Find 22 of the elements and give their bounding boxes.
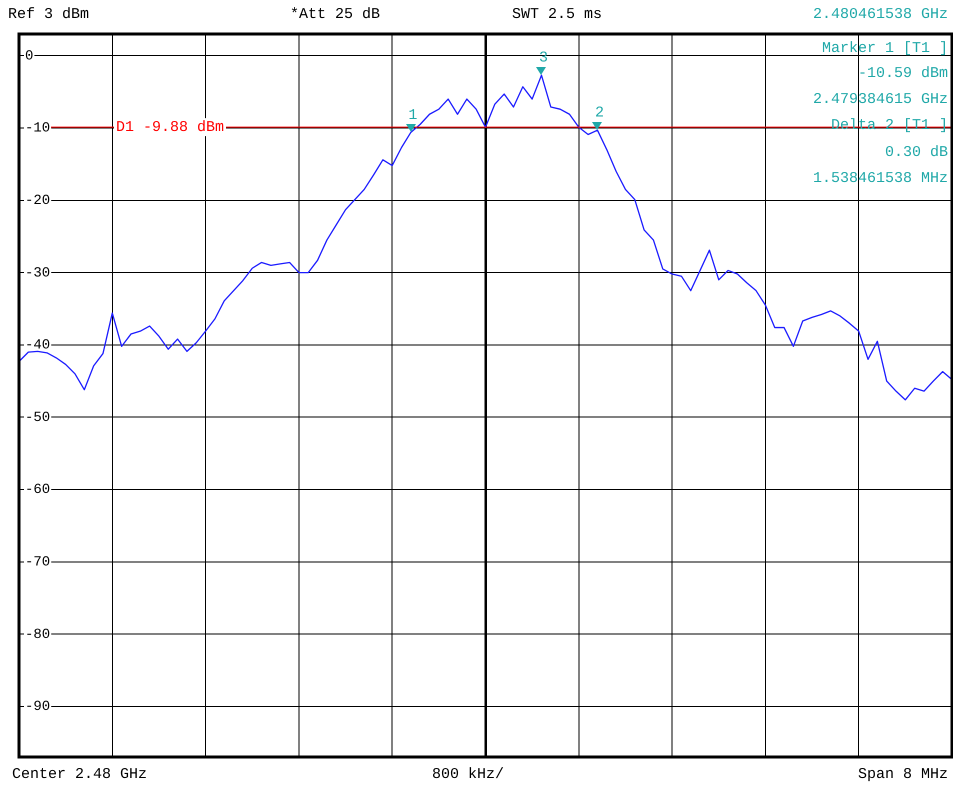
text: Ref 3 dBm — [8, 6, 90, 24]
text: SWT 2.5 ms — [512, 6, 602, 24]
y-tick-label: 0 — [25, 48, 34, 64]
y-tick-label: -50 — [25, 410, 50, 426]
y-tick-label: -70 — [25, 554, 50, 570]
text: *Att 25 dB — [290, 6, 380, 24]
y-tick-label: -60 — [25, 482, 50, 498]
annotation: -10.59 dBm — [858, 65, 948, 83]
y-tick-label: -90 — [25, 699, 50, 716]
text: Span 8 MHz — [858, 766, 948, 784]
text: 800 kHz/ — [432, 766, 504, 784]
y-tick-label: -80 — [25, 626, 50, 643]
annotation: 1 — [408, 106, 418, 124]
y-tick-label: -40 — [25, 338, 50, 354]
annotation: 0.30 dB — [884, 144, 948, 162]
text: 2.480461538 GHz — [812, 6, 948, 24]
ref-line-label: D1 -9.88 dBm — [116, 119, 224, 136]
y-tick-label: -20 — [25, 192, 50, 209]
y-tick-label: -10 — [25, 120, 50, 137]
y-tick-label: -30 — [25, 265, 50, 282]
text: Center 2.48 GHz — [12, 766, 148, 784]
annotation: 2 — [594, 104, 604, 122]
